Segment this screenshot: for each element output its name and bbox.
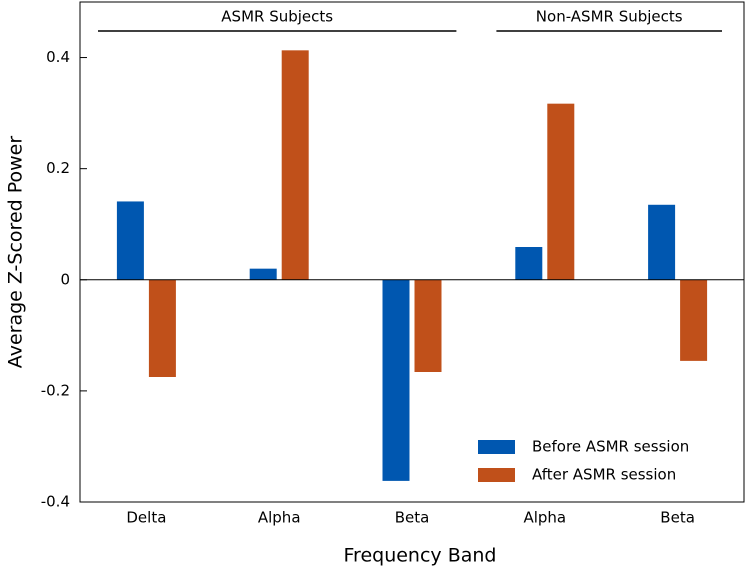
group-label: Non-ASMR Subjects xyxy=(536,8,683,26)
x-tick-label: Alpha xyxy=(258,509,301,527)
y-tick-label: 0 xyxy=(60,270,70,288)
bar xyxy=(547,103,575,280)
bar xyxy=(148,279,176,377)
x-axis-label: Frequency Band xyxy=(344,545,497,567)
x-tick-label: Beta xyxy=(660,509,695,527)
y-tick-label: -0.2 xyxy=(41,381,70,399)
bar xyxy=(648,204,676,280)
legend-label: After ASMR session xyxy=(532,466,676,484)
y-tick-label: 0.2 xyxy=(46,159,70,177)
legend-swatch xyxy=(478,440,515,454)
bar xyxy=(249,268,277,280)
y-tick-label: 0.4 xyxy=(46,48,70,66)
x-tick-label: Delta xyxy=(126,509,166,527)
group-label: ASMR Subjects xyxy=(221,8,333,26)
x-tick-label: Beta xyxy=(395,509,430,527)
legend-swatch xyxy=(478,468,515,482)
bar xyxy=(116,201,144,280)
bar xyxy=(414,279,442,372)
bar xyxy=(281,50,309,280)
legend-label: Before ASMR session xyxy=(532,438,689,456)
bar xyxy=(680,279,708,361)
bar xyxy=(515,247,543,280)
bar xyxy=(382,279,410,481)
x-tick-label: Alpha xyxy=(523,509,566,527)
y-axis-label: Average Z-Scored Power xyxy=(5,136,27,369)
y-tick-label: -0.4 xyxy=(41,493,70,511)
plot-frame xyxy=(79,1,745,503)
